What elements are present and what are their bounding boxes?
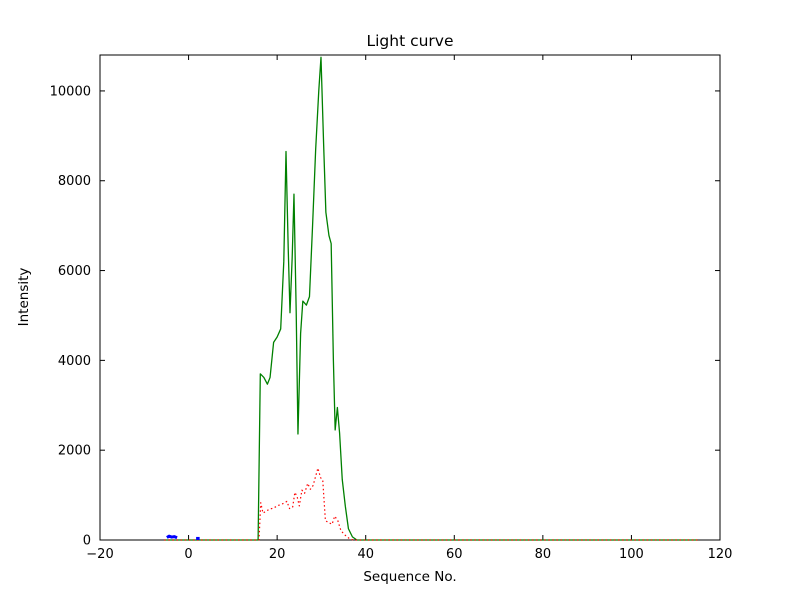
green-signal-line bbox=[164, 56, 698, 541]
x-tick-label: 80 bbox=[535, 547, 552, 562]
y-tick-label: 6000 bbox=[58, 264, 91, 279]
x-tick-label: 100 bbox=[619, 547, 644, 562]
x-tick-label: 40 bbox=[357, 547, 374, 562]
y-tick-label: 8000 bbox=[58, 174, 91, 189]
x-tick-label: 20 bbox=[269, 547, 286, 562]
chart-title: Light curve bbox=[366, 32, 453, 50]
x-tick-label: 60 bbox=[446, 547, 463, 562]
axes-frame bbox=[99, 54, 721, 541]
y-tick-label: 2000 bbox=[58, 444, 91, 459]
y-tick-label: 0 bbox=[83, 534, 91, 549]
x-tick-label: 0 bbox=[184, 547, 192, 562]
blue-marker-line bbox=[166, 534, 178, 540]
y-tick-label: 10000 bbox=[50, 84, 91, 99]
red-dotted-background-line bbox=[164, 467, 698, 541]
y-axis-label: Intensity bbox=[16, 268, 32, 327]
plot-series bbox=[164, 56, 698, 541]
x-tick-label: 120 bbox=[708, 547, 733, 562]
x-tick-label: −20 bbox=[86, 547, 113, 562]
x-axis-label: Sequence No. bbox=[363, 569, 456, 585]
y-tick-label: 4000 bbox=[58, 354, 91, 369]
